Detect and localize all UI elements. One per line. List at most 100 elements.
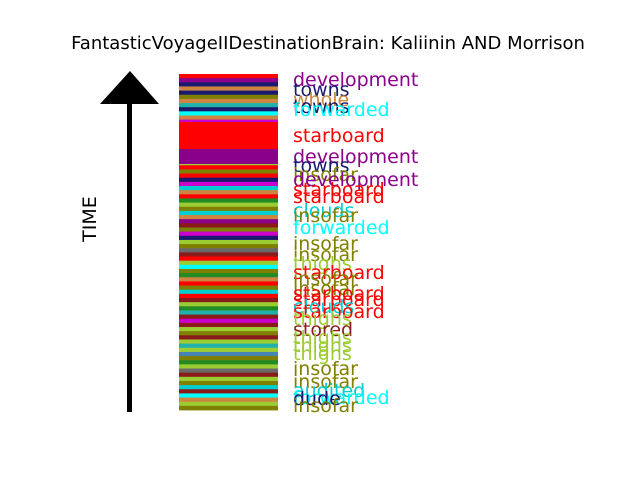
word-list: developmenttownswholetownsforwardedstarb… — [293, 69, 418, 417]
color-stripe — [179, 405, 278, 411]
color-stripe — [179, 198, 278, 203]
word-label: audited — [293, 380, 365, 402]
color-stripe — [179, 231, 278, 237]
word-label: thighs — [293, 335, 352, 357]
word-label: development — [293, 146, 418, 168]
word-label: starboard — [293, 289, 385, 311]
word-label: clouds — [293, 200, 354, 222]
color-stripe — [179, 223, 278, 228]
color-stripe — [179, 397, 278, 403]
color-stripe — [179, 322, 278, 328]
word-label: thighs — [293, 327, 352, 349]
word-label: starboard — [293, 186, 385, 208]
color-stripe — [179, 393, 278, 398]
word-label: starboard — [293, 283, 385, 305]
color-stripe — [179, 122, 278, 149]
word-label: insofar — [293, 395, 358, 417]
color-stripe — [179, 78, 278, 83]
color-stripe — [179, 149, 278, 164]
word-label: development — [293, 169, 418, 191]
word-label: forwarded — [293, 217, 390, 239]
color-stripe — [179, 385, 278, 390]
color-stripe — [179, 298, 278, 303]
color-stripe — [179, 98, 278, 104]
color-stripe — [179, 347, 278, 353]
color-stripe — [179, 169, 278, 174]
color-stripe — [179, 90, 278, 96]
word-label: towns — [293, 155, 350, 177]
word-label: insofar — [293, 233, 358, 255]
color-stripe-column — [179, 74, 278, 411]
color-stripe — [179, 181, 278, 187]
color-stripe — [179, 360, 278, 365]
color-stripe — [179, 306, 278, 311]
color-stripe — [179, 281, 278, 286]
word-label: clouds — [293, 296, 354, 318]
word-label: thighs — [293, 253, 352, 275]
color-stripe — [179, 103, 278, 108]
color-stripe — [179, 177, 278, 183]
word-label: whole — [293, 89, 349, 111]
word-label: towns — [293, 96, 350, 118]
color-stripe — [179, 74, 278, 79]
color-stripe — [179, 210, 278, 216]
color-stripe — [179, 86, 278, 91]
word-label: insofar — [293, 278, 358, 300]
color-stripe — [179, 260, 278, 266]
color-stripe — [179, 165, 278, 170]
color-stripe — [179, 107, 278, 112]
word-label: insofar — [293, 371, 358, 393]
color-stripe — [179, 285, 278, 291]
word-label: dude — [293, 388, 341, 410]
word-label: insofar — [293, 244, 358, 266]
word-label: forwarded — [293, 387, 390, 409]
color-stripe — [179, 173, 278, 179]
color-stripe — [179, 368, 278, 374]
color-stripe — [179, 194, 278, 199]
color-stripe — [179, 372, 278, 378]
color-stripe — [179, 356, 278, 361]
color-stripe — [179, 186, 278, 191]
color-stripe — [179, 268, 278, 274]
color-stripe — [179, 94, 278, 100]
color-stripe — [179, 351, 278, 357]
color-stripe — [179, 310, 278, 315]
color-stripe — [179, 339, 278, 345]
color-stripe — [179, 256, 278, 262]
color-stripe — [179, 335, 278, 340]
word-label: insofar — [293, 358, 358, 380]
color-stripe — [179, 343, 278, 349]
color-stripe — [179, 364, 278, 369]
word-label: thighs — [293, 343, 352, 365]
color-stripe — [179, 239, 278, 245]
word-label: thighs — [293, 308, 352, 330]
word-label: starboard — [293, 301, 385, 323]
color-stripe — [179, 82, 278, 87]
color-stripe — [179, 235, 278, 241]
word-label: insofar — [293, 205, 358, 227]
word-label: insofar — [293, 164, 358, 186]
color-stripe — [179, 293, 278, 299]
color-stripe — [179, 277, 278, 282]
word-label: development — [293, 69, 418, 91]
word-label: stored — [293, 319, 353, 341]
color-stripe — [179, 264, 278, 270]
time-axis-label: TIME — [79, 196, 101, 243]
time-arrow-shaft — [127, 100, 132, 412]
word-label: starboard — [293, 179, 385, 201]
color-stripe — [179, 119, 278, 125]
color-stripe — [179, 227, 278, 233]
color-stripe — [179, 202, 278, 208]
color-stripe — [179, 248, 278, 253]
color-stripe — [179, 376, 278, 382]
color-stripe — [179, 331, 278, 336]
color-stripe — [179, 190, 278, 195]
color-stripe — [179, 206, 278, 212]
color-stripe — [179, 111, 278, 116]
color-stripe — [179, 327, 278, 332]
color-stripe — [179, 401, 278, 407]
word-label: insofar — [293, 268, 358, 290]
color-stripe — [179, 389, 278, 394]
word-label: towns — [293, 79, 350, 101]
